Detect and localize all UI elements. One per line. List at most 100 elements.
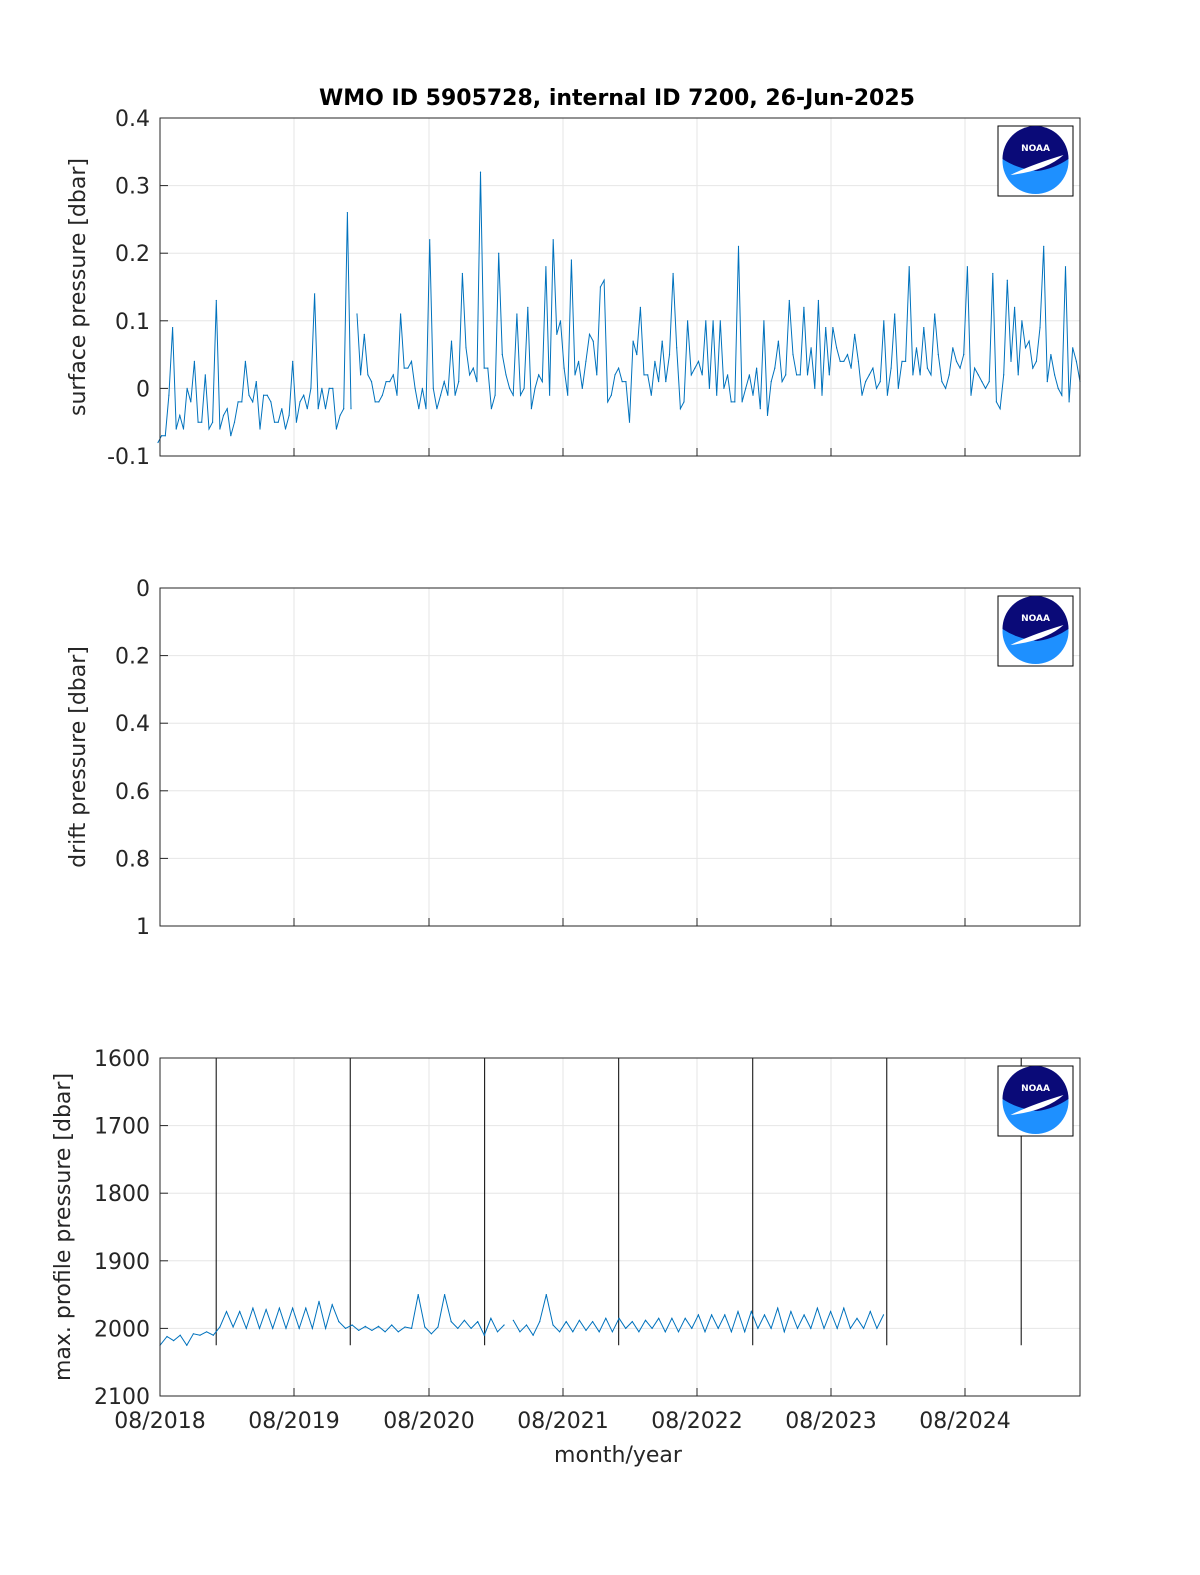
data-point [212, 1334, 214, 1336]
y-tick-label: 1600 [94, 1047, 150, 1072]
data-point [697, 360, 700, 362]
data-point [830, 1310, 832, 1313]
data-point [647, 374, 649, 376]
data-point [717, 1327, 719, 1329]
data-point [440, 394, 442, 396]
data-point [503, 1324, 505, 1326]
data-point [534, 387, 536, 389]
data-point [450, 1321, 452, 1323]
data-point [273, 421, 276, 423]
data-point [879, 381, 881, 383]
data-point [556, 333, 558, 335]
data-point [774, 367, 776, 369]
data-point [487, 367, 489, 369]
data-point [166, 1335, 168, 1338]
surface-pressure-axes: -0.1 0 0.1 0.2 0.3 0.4 surface pressure [dbar]… [66, 107, 1081, 470]
data-point [948, 374, 950, 376]
data-point [384, 1331, 386, 1333]
data-point [344, 1327, 347, 1329]
data-point [890, 367, 892, 369]
data-point [377, 1325, 380, 1327]
data-point [496, 1331, 499, 1333]
data-point [479, 171, 482, 173]
data-point [168, 394, 170, 396]
data-point [614, 374, 616, 376]
x-tick-label: 08/2018 [114, 1409, 205, 1434]
data-point [281, 408, 283, 410]
data-point [338, 1321, 340, 1323]
data-point [705, 320, 707, 322]
data-point [450, 340, 453, 342]
data-point [252, 401, 254, 403]
data-point [658, 1317, 660, 1319]
data-point [697, 1314, 700, 1316]
data-point [687, 320, 689, 322]
data-point [197, 421, 199, 423]
data-point [545, 1294, 547, 1296]
data-point [490, 1317, 492, 1319]
data-point [430, 1333, 432, 1335]
data-point [563, 367, 565, 369]
data-point [679, 408, 682, 410]
data-point [461, 272, 463, 275]
data-point [318, 1300, 320, 1302]
data-point [861, 394, 863, 396]
y-tick-label: 0.2 [115, 242, 150, 267]
data-point [351, 1324, 353, 1326]
data-point [245, 1327, 247, 1329]
data-point [625, 1327, 627, 1329]
data-point [173, 1340, 175, 1342]
data-point [592, 340, 594, 342]
data-point [832, 327, 834, 329]
data-point [1021, 320, 1023, 322]
data-point [690, 374, 692, 376]
data-point [305, 1307, 307, 1309]
data-point [232, 1326, 234, 1328]
data-point [744, 1331, 746, 1333]
data-point [358, 1329, 360, 1331]
data-point [411, 1327, 413, 1329]
data-point [437, 1326, 439, 1328]
data-point [588, 333, 591, 335]
data-point [825, 327, 827, 329]
data-point [671, 1317, 673, 1319]
data-point [285, 1327, 287, 1329]
data-point [258, 1327, 261, 1329]
data-point [193, 360, 195, 362]
data-point [559, 320, 562, 322]
data-point [172, 327, 174, 329]
data-point [843, 1307, 845, 1309]
y-tick-label: 0 [136, 377, 150, 402]
data-point [621, 381, 623, 383]
data-point [363, 333, 365, 335]
data-point [1010, 360, 1012, 362]
noaa-logo-gull [1010, 1095, 1064, 1115]
data-point [737, 1310, 739, 1313]
data-point [432, 387, 434, 389]
data-point [585, 360, 587, 362]
data-point [381, 394, 383, 396]
data-point [525, 1324, 528, 1326]
data-point [631, 1321, 633, 1323]
data-point [237, 401, 239, 403]
data-point [745, 387, 747, 389]
data-point [945, 387, 947, 389]
data-point [618, 1317, 620, 1319]
data-point [331, 1304, 333, 1306]
data-point [310, 387, 312, 389]
noaa-logo-text: NOAA [1021, 1084, 1050, 1094]
data-point [618, 367, 620, 369]
y-tick-label: -0.1 [107, 445, 150, 470]
data-point [814, 387, 816, 389]
data-point [672, 272, 674, 275]
data-point [270, 401, 272, 403]
data-point [664, 1331, 666, 1333]
data-point [585, 1329, 587, 1331]
data-point [472, 367, 474, 369]
data-point [730, 401, 732, 403]
data-point [530, 408, 533, 410]
data-point [364, 1325, 366, 1327]
data-point [225, 1310, 228, 1313]
y-tick-label: 2000 [94, 1317, 150, 1342]
data-point [605, 1317, 607, 1319]
